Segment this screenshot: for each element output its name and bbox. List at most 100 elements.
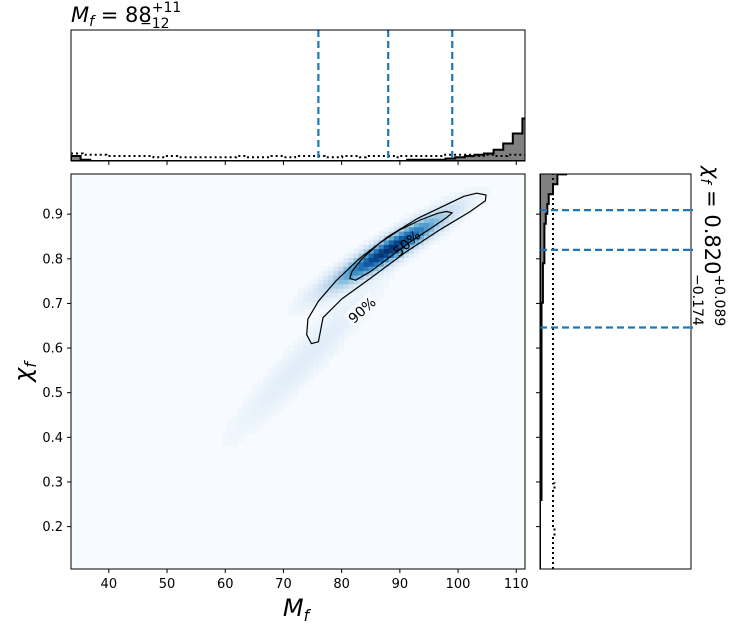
heatmap-cell — [267, 415, 274, 421]
heatmap-cell — [363, 266, 370, 272]
heatmap-cell — [303, 349, 309, 355]
heatmap-cell — [318, 288, 324, 294]
heatmap-cell — [378, 235, 385, 241]
heatmap-cell — [328, 266, 334, 272]
heatmap-cell — [323, 305, 329, 311]
heatmap-cell — [277, 402, 284, 408]
heatmap-cell — [292, 358, 299, 364]
heatmap-cell — [298, 367, 304, 373]
heatmap-cell — [282, 349, 289, 355]
heatmap-cell — [378, 266, 385, 272]
heatmap-cell — [282, 380, 289, 386]
heatmap-cell — [328, 327, 334, 333]
heatmap-cell — [333, 340, 339, 346]
heatmap-cell — [252, 397, 259, 403]
y-tick-label: 0.5 — [42, 386, 63, 401]
heatmap-cell — [222, 437, 228, 443]
heatmap-cell — [419, 244, 425, 250]
heatmap-cell — [414, 213, 420, 219]
heatmap-cell — [414, 248, 420, 254]
chif-posterior-histogram — [540, 174, 568, 569]
heatmap-cell — [403, 239, 410, 245]
heatmap-cell — [298, 362, 304, 368]
heatmap-cell — [318, 336, 324, 342]
heatmap-cell — [303, 345, 309, 351]
heatmap-cell — [408, 222, 415, 228]
heatmap-cell — [333, 332, 339, 337]
heatmap-cell — [429, 222, 435, 228]
x-tick-label: 70 — [275, 577, 292, 592]
heatmap-cell — [323, 358, 329, 364]
heatmap-cell — [383, 274, 390, 280]
heatmap-cell — [393, 261, 400, 267]
heatmap-cell — [373, 283, 380, 289]
contour-label-bg — [343, 292, 381, 328]
heatmap-cell — [287, 393, 294, 399]
heatmap-cell — [348, 253, 355, 258]
heatmap-cell — [252, 415, 259, 421]
heatmap-cell — [373, 257, 380, 263]
heatmap-cell — [287, 397, 294, 403]
heatmap-cell — [353, 274, 360, 280]
heatmap-cell — [308, 349, 314, 355]
heatmap-cell — [414, 209, 420, 215]
heatmap-cell — [333, 345, 339, 351]
heatmap-cell — [393, 222, 400, 228]
heatmap-cell — [449, 217, 455, 223]
heatmap-cell — [338, 305, 344, 311]
heatmap-cell — [257, 389, 264, 395]
heatmap-cell — [242, 424, 249, 430]
heatmap-cell — [227, 441, 234, 447]
heatmap-cell — [368, 244, 375, 250]
heatmap-cell — [303, 380, 309, 386]
heatmap-cell — [408, 253, 415, 258]
heatmap-cell — [292, 384, 299, 390]
heatmap-cell — [333, 336, 339, 342]
heatmap-cell — [454, 204, 461, 210]
heatmap-cell — [242, 428, 249, 434]
heatmap-cell — [323, 301, 329, 307]
heatmap-cell — [282, 384, 289, 390]
heatmap-cell — [343, 283, 350, 289]
heatmap-cell — [298, 296, 304, 302]
heatmap-cell — [323, 296, 329, 302]
heatmap-cell — [338, 257, 344, 263]
heatmap-cell — [287, 358, 294, 364]
heatmap-cell — [328, 270, 334, 276]
heatmap-cell — [393, 226, 400, 232]
heatmap-cell — [378, 292, 385, 298]
heatmap-cell — [328, 349, 334, 355]
heatmap-cell — [323, 340, 329, 346]
heatmap-cell — [287, 353, 294, 359]
heatmap-cell — [464, 200, 471, 206]
heatmap-cell — [298, 353, 304, 359]
heatmap-cell — [383, 239, 390, 245]
heatmap-cell — [313, 296, 319, 302]
heatmap-cell — [373, 261, 380, 267]
heatmap-cell — [267, 411, 274, 416]
heatmap-cell — [464, 187, 471, 193]
heatmap-cell — [393, 257, 400, 263]
heatmap-cell — [434, 217, 440, 223]
heatmap-cell — [308, 296, 314, 302]
heatmap-cell — [328, 340, 334, 346]
heatmap-cell — [429, 204, 435, 210]
y-tick-label: 0.9 — [42, 208, 63, 223]
heatmap-cell — [469, 204, 476, 210]
heatmap-cell — [247, 406, 254, 412]
heatmap-cell — [474, 191, 481, 197]
heatmap-cell — [368, 292, 375, 298]
heatmap-cell — [353, 248, 360, 254]
chif-marginal-frame — [539, 173, 692, 570]
heatmap-cell — [408, 244, 415, 250]
heatmap-cell — [444, 226, 450, 232]
heatmap-cell — [328, 274, 334, 280]
heatmap-cell — [459, 217, 466, 223]
heatmap-cell — [262, 397, 269, 403]
heatmap-cell — [414, 239, 420, 245]
heatmap-cell — [303, 332, 309, 337]
heatmap-cell — [419, 239, 425, 245]
heatmap-cell — [222, 441, 228, 447]
mf-title-minus: −12 — [140, 16, 170, 32]
heatmap-cell — [318, 345, 324, 351]
